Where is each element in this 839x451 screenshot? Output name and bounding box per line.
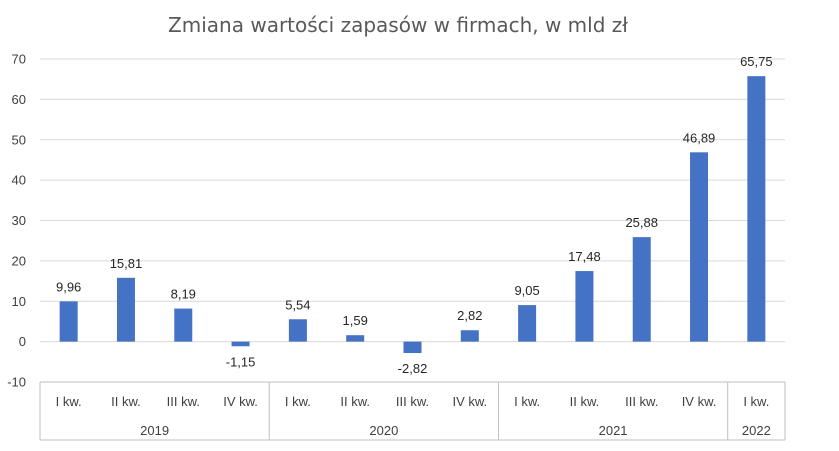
data-label: -2,82 [398,361,428,376]
bar [174,308,193,342]
x-category-label: I kw. [514,394,540,409]
data-label: 65,75 [740,54,773,69]
x-category-label: II kw. [340,394,370,409]
bar [460,330,479,342]
bar [575,271,594,342]
y-tick-label: 40 [12,173,26,188]
data-label: 2,82 [457,308,482,323]
bar [346,335,365,342]
y-tick-label: 0 [19,334,26,349]
x-category-label: III kw. [167,394,200,409]
x-group-label: 2021 [599,423,628,438]
x-category-label: IV kw. [452,394,487,409]
bar [288,319,307,342]
chart-title: Zmiana wartości zapasów w firmach, w mld… [168,13,628,37]
data-label: 17,48 [568,249,601,264]
y-tick-label: 70 [12,52,26,67]
x-category-label: II kw. [111,394,141,409]
gridlines [40,58,785,383]
x-category-label: I kw. [743,394,769,409]
bar [747,76,766,342]
y-tick-label: 50 [12,132,26,147]
bar [690,152,709,342]
y-tick-label: 60 [12,92,26,107]
bars [59,76,766,354]
x-category-label: I kw. [285,394,311,409]
data-label: 15,81 [110,256,143,271]
data-label: 25,88 [625,215,658,230]
x-group-label: 2020 [369,423,398,438]
x-axis-categories: I kw. II kw. III kw. IV kw. I kw. II kw. III k… [39,381,786,441]
y-tick-label: 30 [12,213,26,228]
data-label: 9,05 [514,283,539,298]
bar [518,305,537,342]
x-category-label: IV kw. [682,394,717,409]
y-axis-ticks: -10 0 10 20 30 40 50 60 70 [7,52,26,390]
y-tick-label: -10 [7,375,26,390]
y-tick-label: 20 [12,253,26,268]
x-group-label: 2022 [742,423,771,438]
bar [116,277,135,342]
data-label: 1,59 [343,313,368,328]
x-category-label: II kw. [570,394,600,409]
bar [632,237,651,342]
data-label: 5,54 [285,297,310,312]
bar [231,341,250,347]
data-label: 46,89 [683,130,716,145]
bar [59,301,78,342]
x-category-label: III kw. [396,394,429,409]
y-tick-label: 10 [12,294,26,309]
data-label: 8,19 [171,287,196,302]
x-category-label: I kw. [56,394,82,409]
data-label: 9,96 [56,279,81,294]
bar [403,341,422,354]
data-label: -1,15 [226,354,256,369]
data-labels: 9,96 15,81 8,19 -1,15 5,54 1,59 -2,82 2,82 9,05 1… [56,54,773,376]
x-category-label: III kw. [625,394,658,409]
x-group-label: 2019 [140,423,169,438]
x-category-label: IV kw. [223,394,258,409]
